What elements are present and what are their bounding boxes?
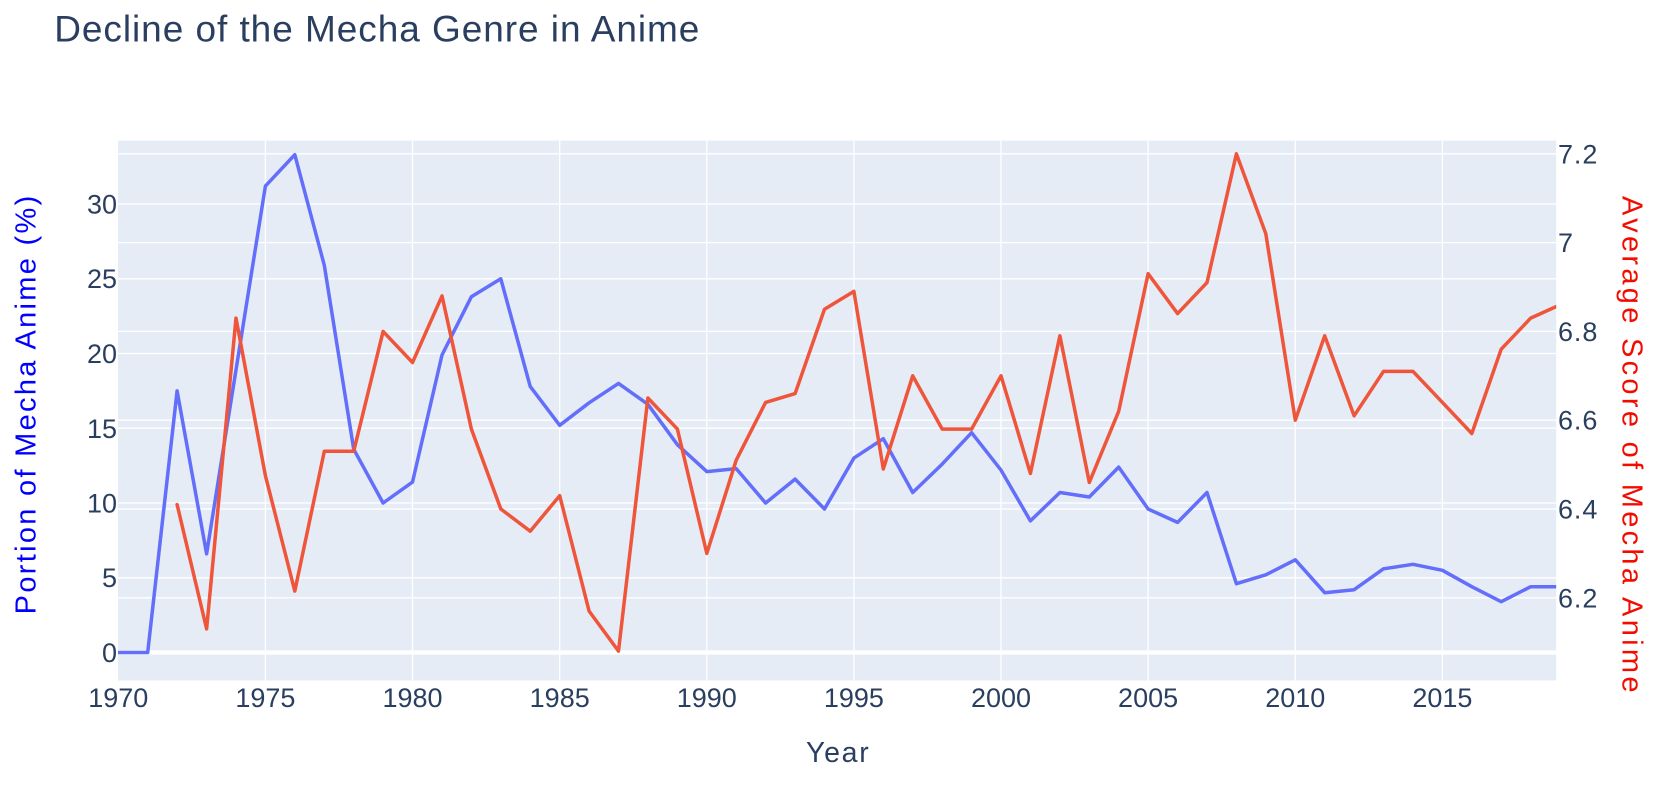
svg-text:5: 5 [102,563,117,593]
svg-text:6.8: 6.8 [1558,317,1598,347]
svg-text:25: 25 [87,264,117,294]
svg-text:1970: 1970 [88,683,148,713]
svg-text:15: 15 [87,414,117,444]
svg-text:7.2: 7.2 [1558,139,1598,169]
svg-text:Decline of the Mecha Genre in: Decline of the Mecha Genre in Anime [54,9,700,50]
svg-text:1995: 1995 [824,683,884,713]
svg-text:1985: 1985 [530,683,590,713]
svg-text:2005: 2005 [1118,683,1178,713]
svg-text:Year: Year [806,737,870,769]
svg-text:1980: 1980 [382,683,442,713]
svg-text:6.2: 6.2 [1558,583,1598,613]
svg-text:2015: 2015 [1412,683,1472,713]
svg-text:6.4: 6.4 [1558,495,1598,525]
svg-text:1975: 1975 [235,683,295,713]
svg-text:Average Score of Mecha Anime: Average Score of Mecha Anime [1616,196,1648,696]
svg-text:2010: 2010 [1265,683,1325,713]
svg-text:20: 20 [87,339,117,369]
svg-text:Portion of Mecha Anime (%): Portion of Mecha Anime (%) [11,193,43,614]
svg-text:10: 10 [87,489,117,519]
svg-text:0: 0 [102,638,117,668]
svg-text:7: 7 [1558,228,1574,258]
svg-text:2000: 2000 [971,683,1031,713]
svg-text:30: 30 [87,190,117,220]
svg-text:6.6: 6.6 [1558,406,1598,436]
svg-text:1990: 1990 [677,683,737,713]
